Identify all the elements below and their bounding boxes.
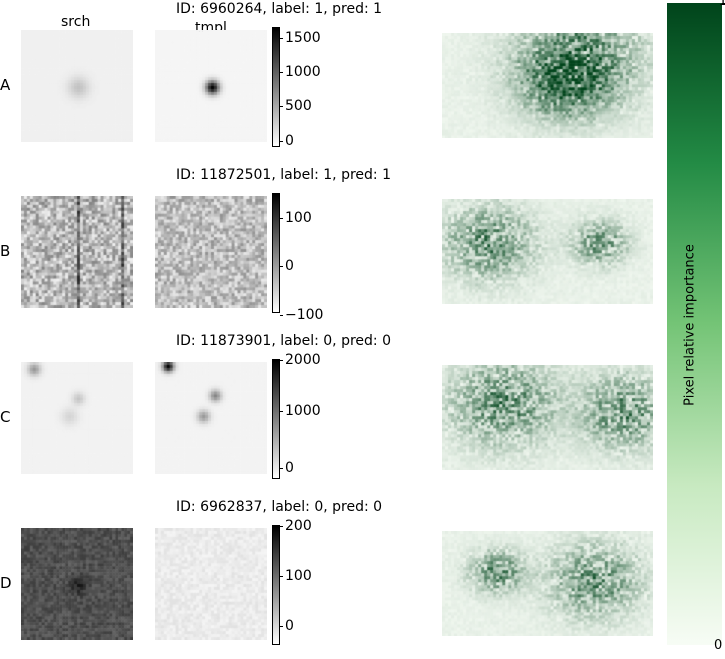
importance-tick-label-0: 0 [714, 638, 723, 653]
colorbar-tick-label: 0 [285, 258, 294, 274]
tmpl-image [155, 528, 267, 640]
colorbar-tick [280, 266, 283, 267]
srch-image [21, 196, 133, 308]
row-title: ID: 11872501, label: 1, pred: 1 [176, 167, 391, 183]
srch-image [21, 362, 133, 474]
value-colorbar: 0 100 200 [272, 518, 312, 645]
row-title: ID: 6962837, label: 0, pred: 0 [176, 499, 383, 515]
value-colorbar: 0 1000 2000 [272, 352, 321, 479]
colorbar-tick-label: 1000 [285, 64, 321, 80]
row-label: B [0, 242, 11, 260]
importance-map [442, 531, 653, 636]
importance-colorbar-label: Pixel relative importance [682, 244, 698, 406]
value-colorbar: 0 500 1000 1500 [272, 27, 321, 149]
colorbar-tick-label: 2000 [285, 352, 321, 368]
tmpl-image [155, 30, 267, 142]
colorbar-tick [280, 468, 283, 469]
colorbar-tick [280, 72, 283, 73]
row-title: ID: 11873901, label: 0, pred: 0 [176, 333, 391, 349]
column-header-srch: srch [61, 14, 91, 30]
colorbar-tick [280, 315, 283, 316]
colorbar-tick-label: 0 [285, 460, 294, 476]
importance-tick-label-1: 1 [718, 0, 725, 9]
value-colorbar: −100 0 100 [272, 193, 323, 323]
colorbar-tick-label: 200 [285, 518, 312, 534]
row-label: A [0, 76, 11, 94]
colorbar-tick-label: 1000 [285, 403, 321, 419]
srch-image [21, 528, 133, 640]
row-title: ID: 6960264, label: 1, pred: 1 [176, 1, 383, 17]
importance-map [442, 365, 653, 470]
tmpl-image [155, 362, 267, 474]
colorbar-tick-label: 0 [285, 133, 294, 149]
colorbar-tick [280, 218, 283, 219]
tmpl-image [155, 196, 267, 308]
colorbar-tick [280, 626, 283, 627]
importance-tick-1 [722, 3, 725, 4]
colorbar-tick-label: 1500 [285, 30, 321, 46]
importance-map [442, 33, 653, 138]
importance-map [442, 199, 653, 304]
row-label: C [0, 408, 11, 426]
row-label: D [0, 574, 12, 592]
colorbar-tick-label: 100 [285, 568, 312, 584]
srch-image [21, 30, 133, 142]
colorbar-tick [280, 106, 283, 107]
colorbar-tick-label: 0 [285, 618, 294, 634]
colorbar-tick-label: −100 [285, 307, 324, 323]
colorbar-tick [280, 38, 283, 39]
colorbar-tick [280, 360, 283, 361]
colorbar-tick [280, 411, 283, 412]
colorbar-tick [280, 526, 283, 527]
colorbar-tick-label: 500 [285, 98, 312, 114]
importance-colorbar [667, 3, 722, 645]
colorbar-tick [280, 576, 283, 577]
colorbar-tick [280, 141, 283, 142]
colorbar-tick-label: 100 [285, 210, 312, 226]
